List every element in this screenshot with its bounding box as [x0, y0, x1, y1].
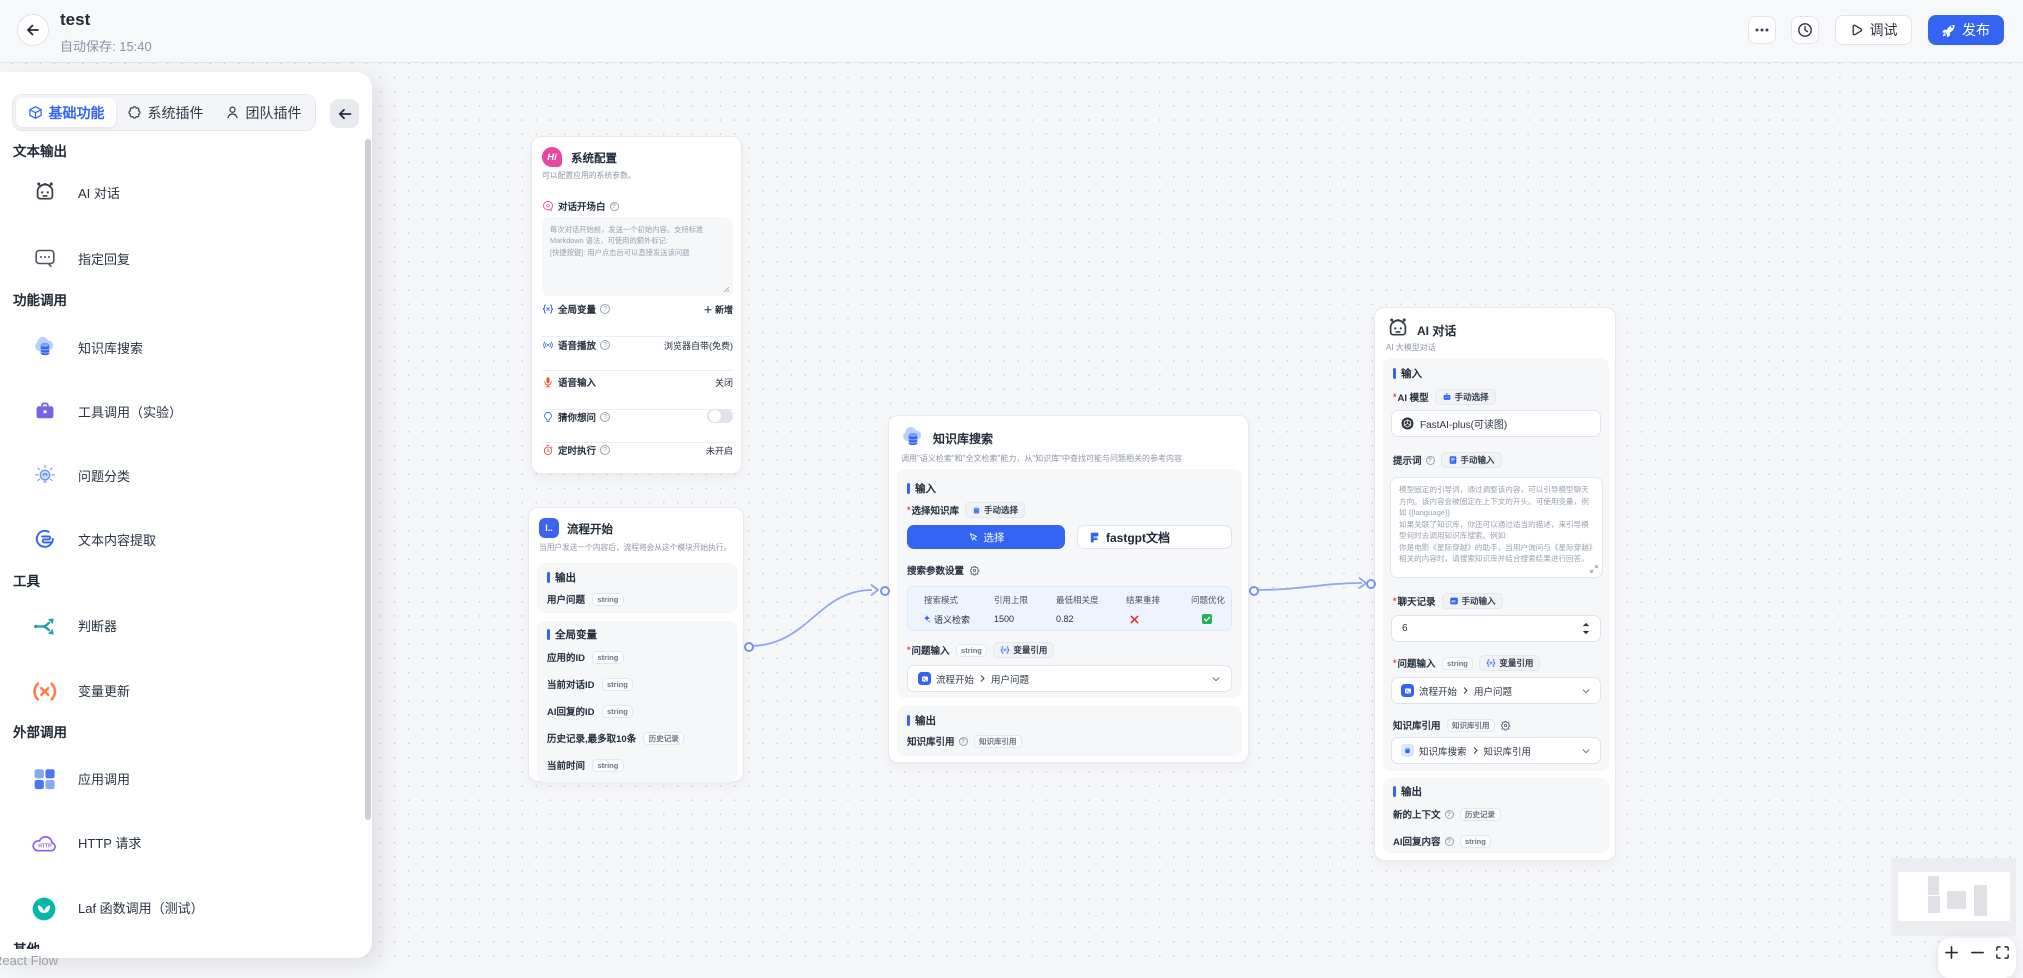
svg-text:60: 60 — [1451, 599, 1455, 603]
svg-text:HTTP: HTTP — [38, 844, 52, 850]
